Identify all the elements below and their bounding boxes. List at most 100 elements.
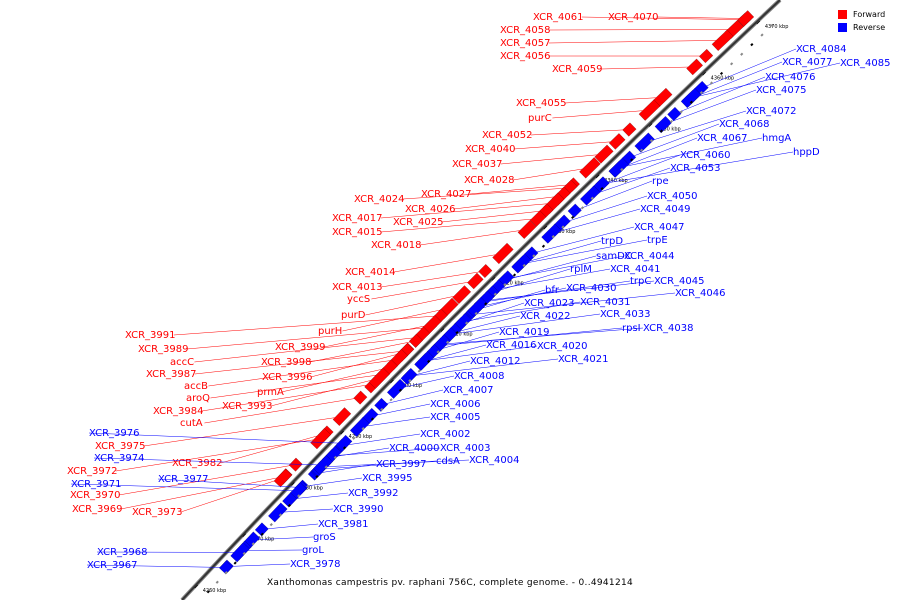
reverse-gene-label: XCR_4008 [454, 371, 505, 382]
axis-marker [287, 503, 292, 508]
axis-marker [436, 350, 440, 354]
reverse-connector [330, 447, 390, 458]
reverse-connector [531, 226, 635, 254]
forward-connector [143, 416, 342, 447]
forward-gene-label: XCR_4037 [452, 159, 503, 170]
forward-gene-label: XCR_4061 [533, 12, 584, 23]
reverse-connector [369, 403, 431, 417]
axis-marker [590, 196, 594, 200]
forward-connector [393, 253, 503, 273]
reverse-gene-label: XCR_4021 [558, 354, 609, 365]
reverse-gene-label: XCR_4050 [647, 191, 698, 202]
forward-gene-label: XCR_3996 [262, 372, 313, 383]
forward-connector [419, 229, 528, 246]
reverse-connector [574, 180, 653, 211]
reverse-connector [341, 433, 421, 446]
forward-gene-label: XCR_4058 [500, 25, 551, 36]
reverse-connector [484, 280, 655, 301]
reverse-gene-label: XCR_3967 [87, 560, 138, 571]
axis-marker [699, 91, 703, 95]
axis-tick [491, 277, 496, 281]
forward-gene-label: XCR_4055 [516, 98, 567, 109]
axis-marker [333, 455, 337, 460]
axis-tick-label: 4330 kbp [552, 229, 576, 235]
axis-marker [408, 379, 412, 383]
axis-marker [474, 311, 478, 316]
axis-marker [315, 475, 319, 479]
reverse-connector [251, 536, 314, 541]
forward-connector [453, 195, 562, 210]
reverse-gene-label: XCR_4072 [746, 106, 797, 117]
reverse-gene-label: XCR_3997 [376, 459, 427, 470]
reverse-gene-label: XCR_3971 [71, 479, 122, 490]
reverse-gene-label: XCR_4022 [520, 311, 571, 322]
reverse-gene-label: trpC [630, 276, 651, 287]
forward-gene-label: accC [170, 357, 194, 368]
reverse-connector [690, 61, 783, 99]
reverse-connector [451, 315, 521, 334]
forward-gene-label: yccS [347, 294, 370, 305]
axis-marker [464, 321, 469, 325]
reverse-connector [423, 344, 487, 362]
reverse-gene-label: XCR_4085 [840, 58, 891, 69]
reverse-connector [70, 483, 299, 491]
axis-marker [770, 23, 774, 28]
forward-gene-label: XCR_3972 [67, 466, 118, 477]
axis-marker [206, 590, 210, 594]
forward-gene-label: XCR_3999 [275, 342, 326, 353]
reverse-connector [396, 375, 455, 390]
forward-gene-label: XCR_4015 [332, 227, 383, 238]
reverse-connector [261, 523, 319, 530]
axis-tick [543, 225, 548, 230]
axis-tick [440, 328, 445, 332]
forward-gene-label: XCR_3989 [138, 344, 189, 355]
forward-gene-label: purC [528, 113, 552, 124]
legend: Forward Reverse [838, 8, 885, 34]
axis-marker [649, 139, 654, 143]
axis-marker [630, 158, 634, 162]
reverse-connector [602, 151, 794, 184]
axis-marker [224, 571, 228, 575]
reverse-connector [505, 255, 625, 280]
axis-marker [503, 283, 507, 287]
forward-connector [548, 29, 735, 31]
reverse-gene-label: XCR_4006 [430, 399, 481, 410]
forward-gene-label: XCR_4052 [482, 130, 533, 141]
forward-connector [220, 433, 326, 464]
forward-connector [500, 153, 605, 165]
reverse-swatch [838, 23, 847, 32]
reverse-connector [690, 62, 841, 99]
reverse-gene-label: XCR_4002 [420, 429, 471, 440]
reverse-connector [628, 123, 720, 158]
forward-gene-label: XCR_4056 [500, 51, 551, 62]
forward-connector [173, 315, 441, 336]
axis-marker [532, 254, 536, 258]
reverse-gene-label: XCR_4060 [680, 150, 731, 161]
axis-marker [740, 52, 744, 56]
forward-gene-block [288, 457, 303, 472]
reverse-gene-label: XCR_4067 [697, 133, 748, 144]
forward-connector [210, 374, 384, 399]
reverse-gene-label: XCR_3990 [333, 504, 384, 515]
axis-marker [580, 206, 585, 210]
forward-gene-label: XCR_3969 [72, 504, 123, 515]
axis-marker [561, 225, 565, 229]
reverse-gene-label: XCR_4077 [782, 57, 833, 68]
reverse-connector [590, 167, 671, 196]
reverse-connector [409, 358, 559, 377]
reverse-connector [321, 459, 470, 468]
reverse-connector [495, 268, 611, 290]
reverse-connector [562, 195, 648, 224]
reverse-connector [701, 48, 797, 89]
reverse-gene-label: samDC [596, 251, 632, 262]
forward-gene-label: XCR_4040 [465, 144, 516, 155]
axis-marker [389, 398, 393, 402]
axis-marker [324, 465, 328, 469]
forward-connector [323, 324, 433, 348]
forward-gene-label: accB [184, 381, 208, 392]
axis-marker [709, 81, 714, 85]
forward-connector [552, 109, 650, 119]
axis-tick-label: 4370 kbp [765, 24, 789, 30]
forward-connector [204, 397, 361, 424]
reverse-gene-label: XCR_4003 [440, 443, 491, 454]
